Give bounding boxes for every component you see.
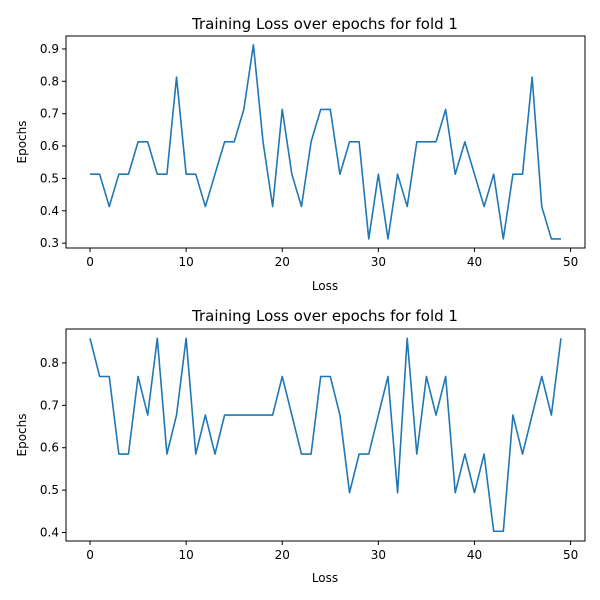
y-tick-label: 0.8 <box>40 74 59 88</box>
y-tick-label: 0.6 <box>40 139 59 153</box>
chart-bottom: Training Loss over epochs for fold 1 0 10… <box>15 307 586 585</box>
y-tick-label: 0.6 <box>40 441 59 455</box>
y-tick-label: 0.7 <box>40 398 59 412</box>
y-axis-label: Epochs <box>15 414 29 457</box>
y-tick-label: 0.5 <box>40 171 59 185</box>
y-axis-label: Epochs <box>15 121 29 164</box>
x-tick-label: 0 <box>86 255 94 269</box>
series-line <box>89 337 562 533</box>
y-tick-label: 0.4 <box>40 526 59 540</box>
x-tick-label: 30 <box>371 255 386 269</box>
x-tick-label: 10 <box>178 255 193 269</box>
series-group <box>90 43 561 240</box>
x-tick-label: 20 <box>275 548 290 562</box>
y-tick-label: 0.7 <box>40 107 59 121</box>
y-tick-label: 0.4 <box>40 204 59 218</box>
y-tick-label: 0.5 <box>40 483 59 497</box>
chart-title: Training Loss over epochs for fold 1 <box>191 15 458 33</box>
y-tick-label: 0.3 <box>40 236 59 250</box>
plot-frame <box>65 328 586 542</box>
x-tick-label: 10 <box>178 548 193 562</box>
x-axis-label: Loss <box>312 279 338 293</box>
x-tick-label: 0 <box>86 548 94 562</box>
x-tick-label: 50 <box>563 255 578 269</box>
x-tick-label: 20 <box>275 255 290 269</box>
x-tick-label: 40 <box>467 548 482 562</box>
series-group <box>89 337 562 533</box>
x-tick-label: 50 <box>563 548 578 562</box>
x-tick-label: 40 <box>467 255 482 269</box>
series-line <box>90 43 561 240</box>
y-tick-label: 0.8 <box>40 356 59 370</box>
tick-group: 0 10 20 30 40 50 0.3 0.4 0.5 0.6 0.7 0.8 0.9 <box>40 42 578 269</box>
chart-top: Training Loss over epochs for fold 1 0 10… <box>15 15 586 293</box>
chart-title: Training Loss over epochs for fold 1 <box>191 307 458 325</box>
x-axis-label: Loss <box>312 571 338 585</box>
x-tick-label: 30 <box>371 548 386 562</box>
tick-group: 0 10 20 30 40 50 0.4 0.5 0.6 0.7 0.8 <box>40 356 578 562</box>
plot-frame <box>65 35 586 249</box>
y-tick-label: 0.9 <box>40 42 59 56</box>
